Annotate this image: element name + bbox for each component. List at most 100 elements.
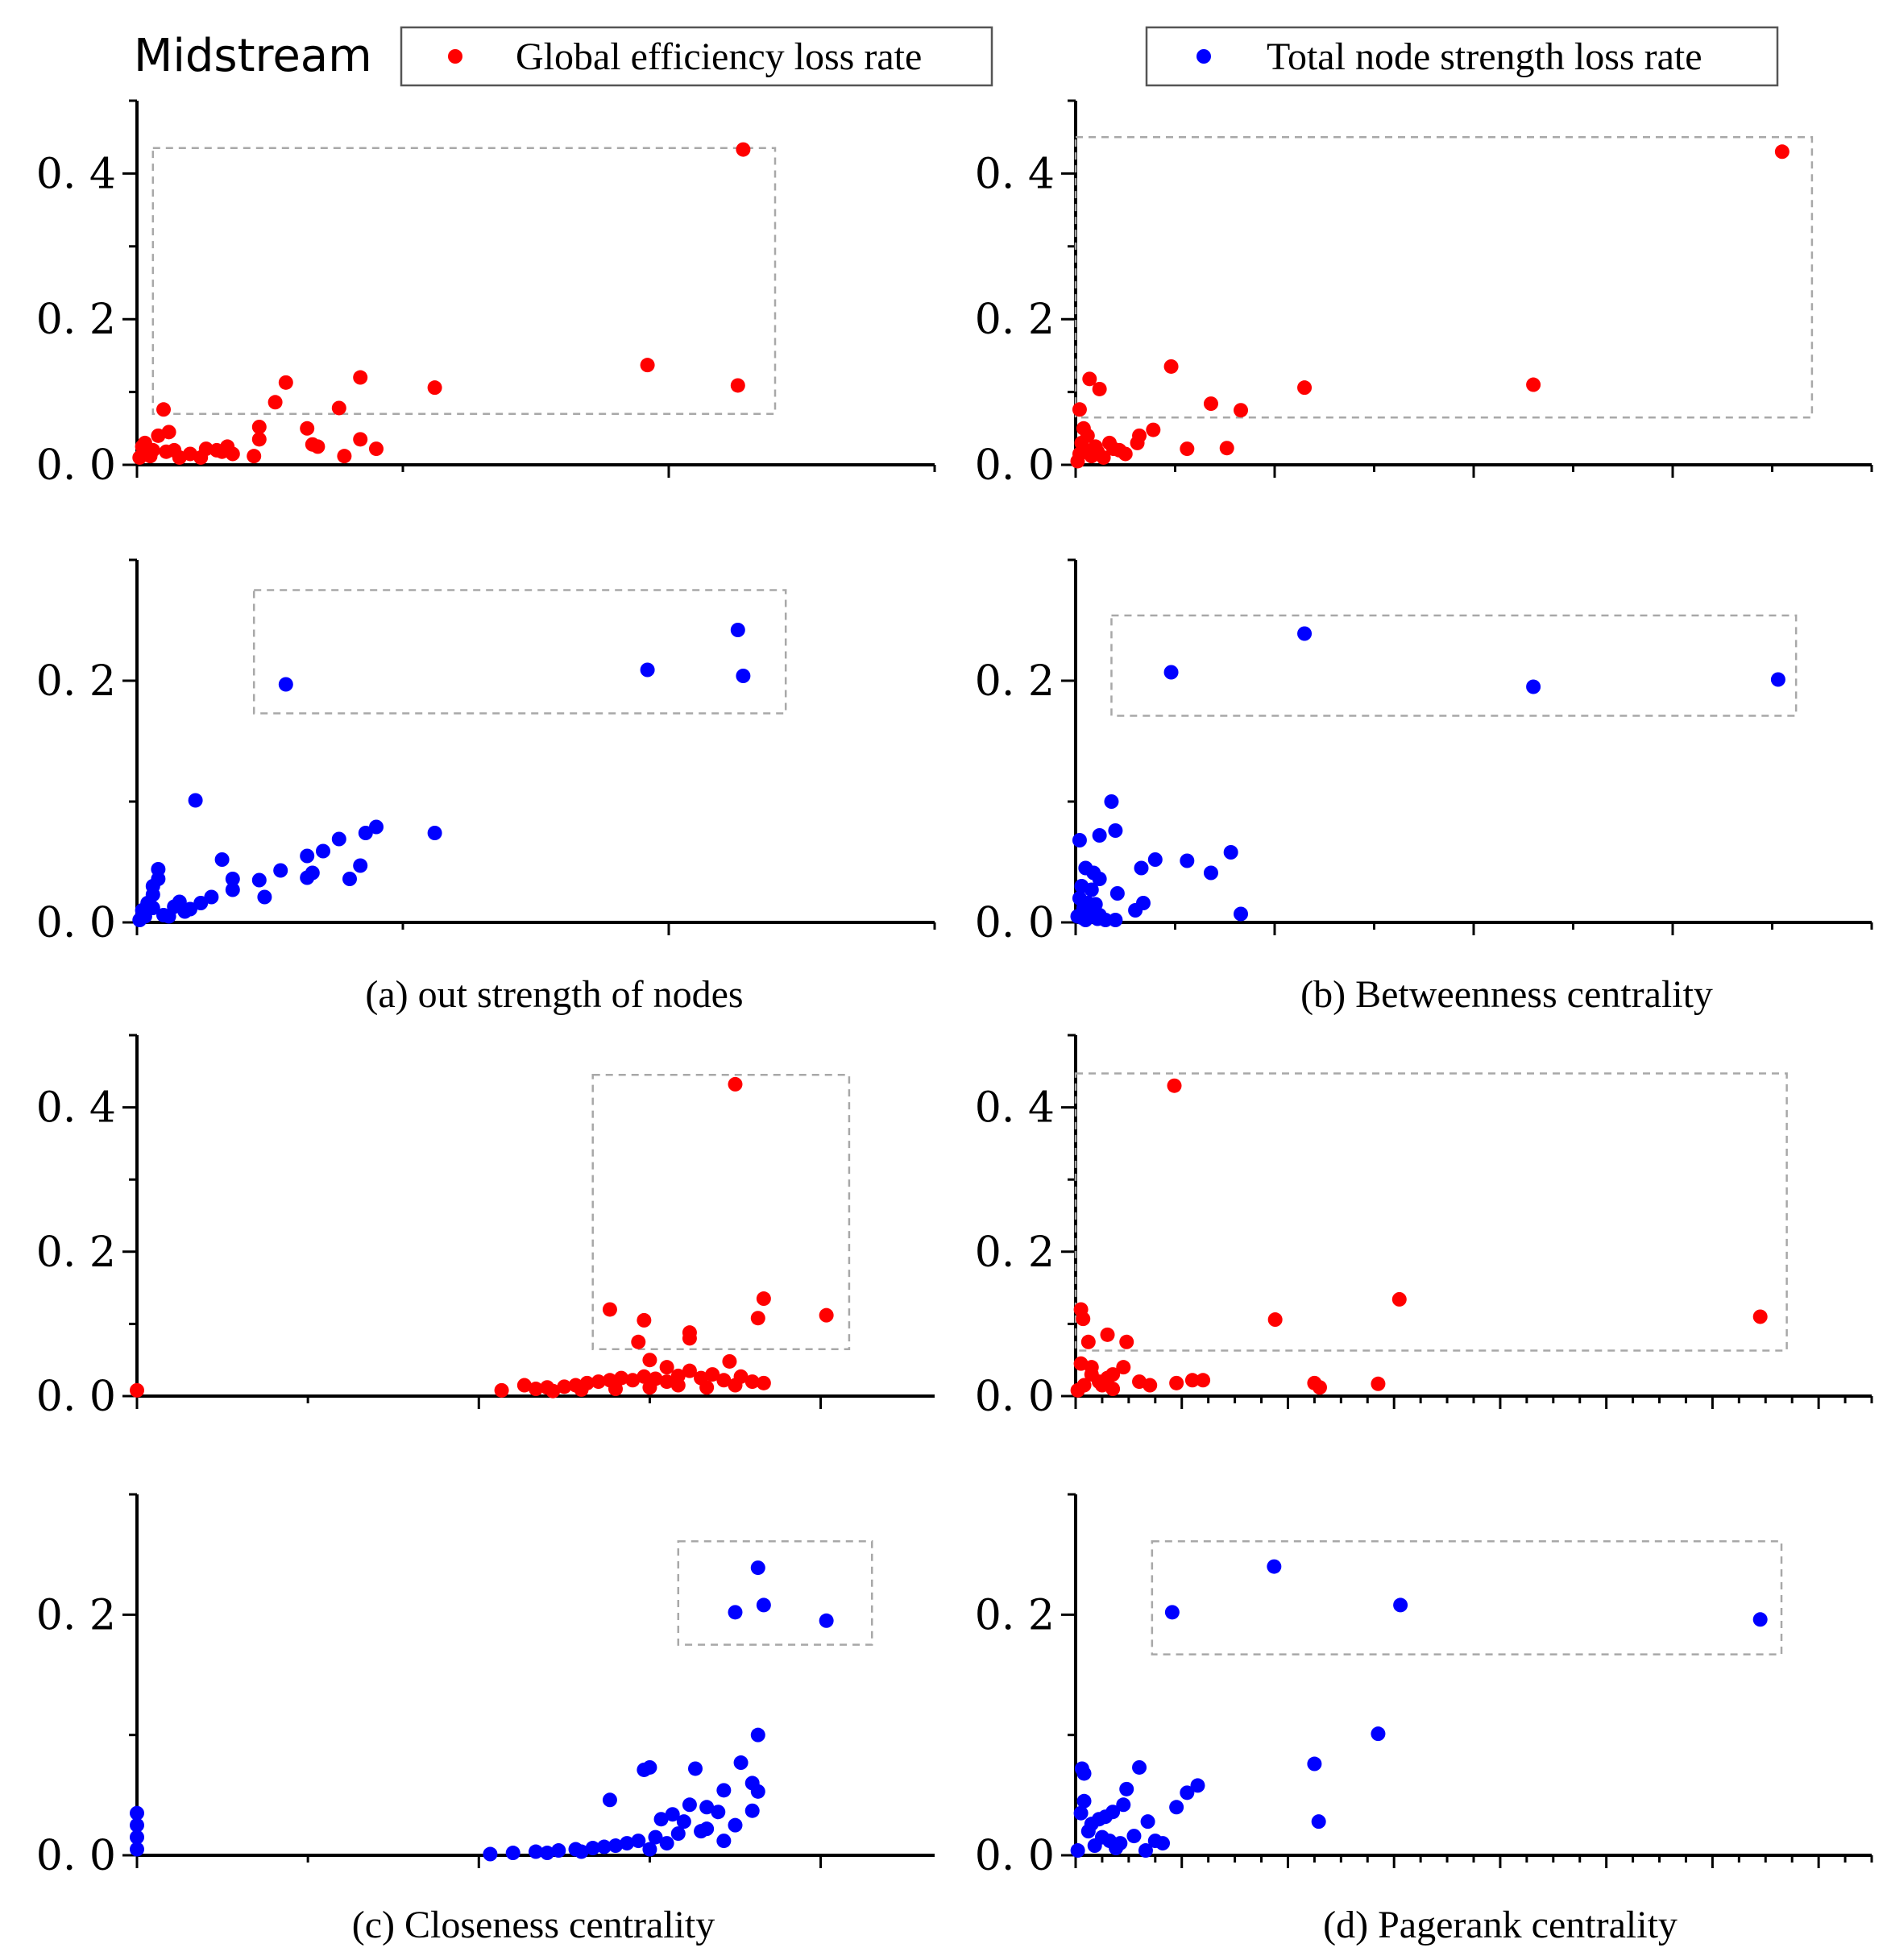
data-point [251,419,267,434]
data-point [637,1369,652,1384]
data-point [1203,865,1218,881]
y-tick-label: 0. 2 [975,296,1055,344]
data-point [631,1334,646,1349]
data-point [257,889,272,905]
data-point [273,863,288,878]
y-tick-label: 0. 0 [975,1832,1055,1880]
data-point [1190,1778,1205,1793]
data-point [659,1360,674,1375]
data-point [1118,446,1133,462]
data-point [247,449,262,464]
data-point [214,852,230,867]
data-point [1203,396,1218,412]
data-point [225,882,240,897]
data-point [716,1834,732,1849]
data-point [648,1829,663,1845]
scatter-panel-c-bottom: 0. 0 0. 2 [36,1493,935,1880]
data-point [358,826,373,840]
data-point [494,1382,509,1398]
data-point [1109,1841,1124,1856]
highlight-box [1151,1539,1783,1655]
caption-c: (c) Closeness centrality [352,1904,715,1946]
data-point [1076,1766,1092,1781]
data-point [640,358,655,373]
data-point [1070,1382,1085,1398]
data-point [132,913,147,927]
data-point [369,819,384,835]
data-point [1073,1805,1089,1821]
data-point [682,1331,697,1346]
data-point [1104,794,1119,809]
data-point [214,444,230,459]
data-point [353,370,368,385]
data-point [1180,441,1195,457]
figure-title: Midstream [134,30,372,82]
data-point [694,1824,709,1839]
data-point [1116,1797,1131,1813]
data-point [551,1843,566,1858]
data-point [1169,1375,1184,1390]
data-point [653,1812,669,1827]
data-point [688,1761,703,1776]
data-point [1078,913,1093,927]
data-point [711,1805,726,1820]
data-point [756,1597,771,1613]
data-point [620,1836,635,1851]
data-point [1080,1824,1096,1839]
data-point [1312,1380,1327,1395]
data-point [1119,1781,1134,1796]
y-tick-label: 0. 4 [975,1084,1055,1133]
data-point [574,1382,589,1397]
data-point [728,1605,743,1620]
data-point [1092,828,1107,843]
data-point [733,1755,749,1771]
data-point [1070,454,1085,469]
y-tick-label: 0. 2 [36,1229,116,1277]
data-point [1393,1597,1408,1613]
data-point [516,1378,532,1393]
highlight-box [252,589,787,715]
data-point [505,1846,520,1861]
scatter-panel-c-top: 0. 0 0. 2 0. 4 [36,1034,935,1421]
data-point [699,1800,715,1815]
data-point [1084,1367,1099,1382]
data-point [728,1817,743,1833]
data-point [1155,1836,1171,1851]
y-tick-label: 0. 2 [975,1229,1055,1277]
data-point [744,1374,760,1390]
data-point [670,1378,686,1393]
data-point [705,1367,720,1382]
data-point [1167,1078,1182,1093]
plot-area: 0. 0 0. 2 0. 4 0. 0 0. 2 0. 0 0. 2 0. 4 0. 0 0. 2… [36,99,1873,1880]
caption-b: (b) Betweenness centrality [1300,973,1713,1016]
data-point [1130,435,1145,450]
data-point [1752,1612,1768,1627]
data-point [608,1838,623,1854]
data-point [1108,913,1123,927]
data-point [1297,380,1313,396]
data-point [145,901,160,915]
data-point [1138,1843,1153,1858]
data-point [1100,1370,1115,1386]
y-tick-label: 0. 0 [975,1373,1055,1421]
data-point [1100,1327,1115,1342]
data-point [699,1380,715,1395]
data-point [310,439,326,454]
data-point [1092,381,1107,396]
data-point [427,826,442,840]
data-point [1164,1605,1180,1620]
data-point [1105,1382,1121,1397]
highlight-box [1074,135,1814,419]
data-point [1180,1785,1195,1800]
data-point [614,1370,629,1386]
data-point [267,395,283,410]
data-point [642,1380,657,1395]
data-point [1146,422,1161,437]
data-point [130,1842,144,1857]
data-point [251,872,267,888]
data-point [659,1374,674,1390]
data-point [1119,1334,1134,1349]
data-point [1147,852,1163,867]
data-point [1223,845,1238,860]
data-point [596,1839,612,1854]
